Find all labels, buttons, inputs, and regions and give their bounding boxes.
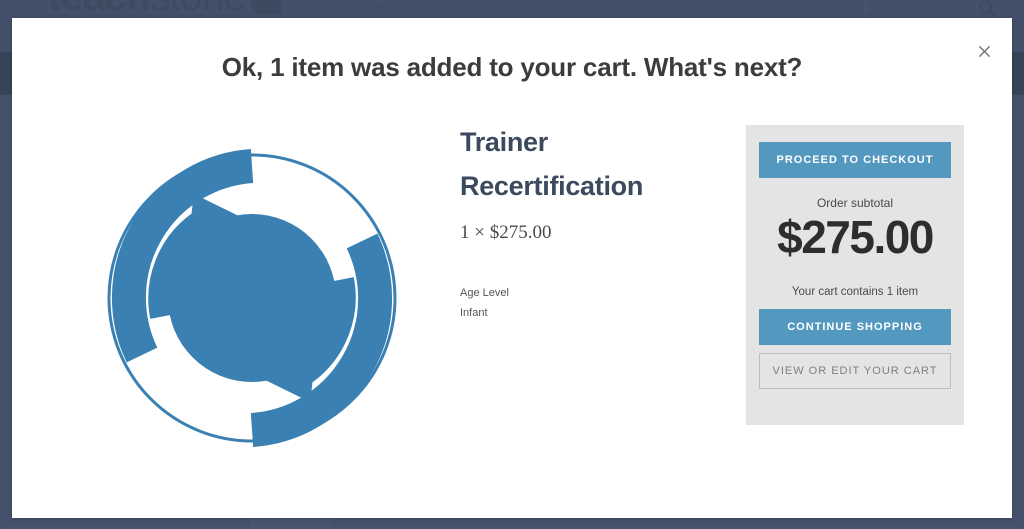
site-logo-text-bold: teach [48, 0, 151, 19]
nav-item-login[interactable]: LOGIN [896, 2, 937, 14]
cart-item-count-text: Your cart contains 1 item [791, 286, 919, 298]
order-subtotal-label: Order subtotal [816, 196, 894, 210]
product-attribute-label: Age Level [460, 287, 509, 300]
search-icon[interactable] [977, 0, 997, 18]
nav-item-blog[interactable]: BLOG [799, 2, 836, 14]
cart-summary-panel: PROCEED TO CHECKOUT Order subtotal $275.… [746, 125, 964, 425]
product-quantity-price: 1 × $275.00 [460, 222, 552, 244]
product-attributes: Age Level Infant [460, 284, 710, 323]
site-logo[interactable]: teachstone [48, 0, 282, 19]
nav-item-solutions[interactable]: SOLUTIONS [520, 2, 596, 14]
product-name[interactable]: Trainer Recertification [460, 127, 644, 201]
product-attribute-value: Infant [460, 306, 488, 319]
close-icon[interactable] [973, 40, 995, 62]
recertification-arrows-svg [107, 149, 397, 447]
nav-divider [865, 0, 867, 20]
nav-item-class[interactable]: CLASS® [442, 2, 495, 14]
order-subtotal-value: $275.00 [777, 211, 934, 263]
nav-item-resources[interactable]: RESOURCES [621, 2, 704, 14]
site-logo-text-light: stone [150, 0, 246, 19]
page-title: Ok, 1 item was added to your cart. What'… [221, 52, 803, 83]
modal-body: Trainer Recertification 1 × $275.00 Age … [12, 103, 1012, 447]
site-main-nav: TRAININGS CLASS® SOLUTIONS RESOURCES STO… [345, 0, 997, 20]
continue-shopping-button[interactable]: CONTINUE SHOPPING [759, 309, 951, 345]
site-logo-text: teachstone [48, 0, 246, 19]
nav-item-store[interactable]: STORE [729, 2, 774, 14]
site-logo-mark [251, 0, 282, 14]
product-info: Trainer Recertification 1 × $275.00 Age … [460, 121, 710, 323]
nav-item-trainings[interactable]: TRAININGS [345, 2, 417, 14]
added-to-cart-modal: Ok, 1 item was added to your cart. What'… [12, 18, 1012, 518]
proceed-to-checkout-button[interactable]: PROCEED TO CHECKOUT [759, 142, 951, 178]
page-footer-element [250, 515, 332, 529]
recertification-arrows-icon [102, 148, 402, 448]
view-or-edit-cart-button[interactable]: VIEW OR EDIT YOUR CART [759, 353, 951, 389]
